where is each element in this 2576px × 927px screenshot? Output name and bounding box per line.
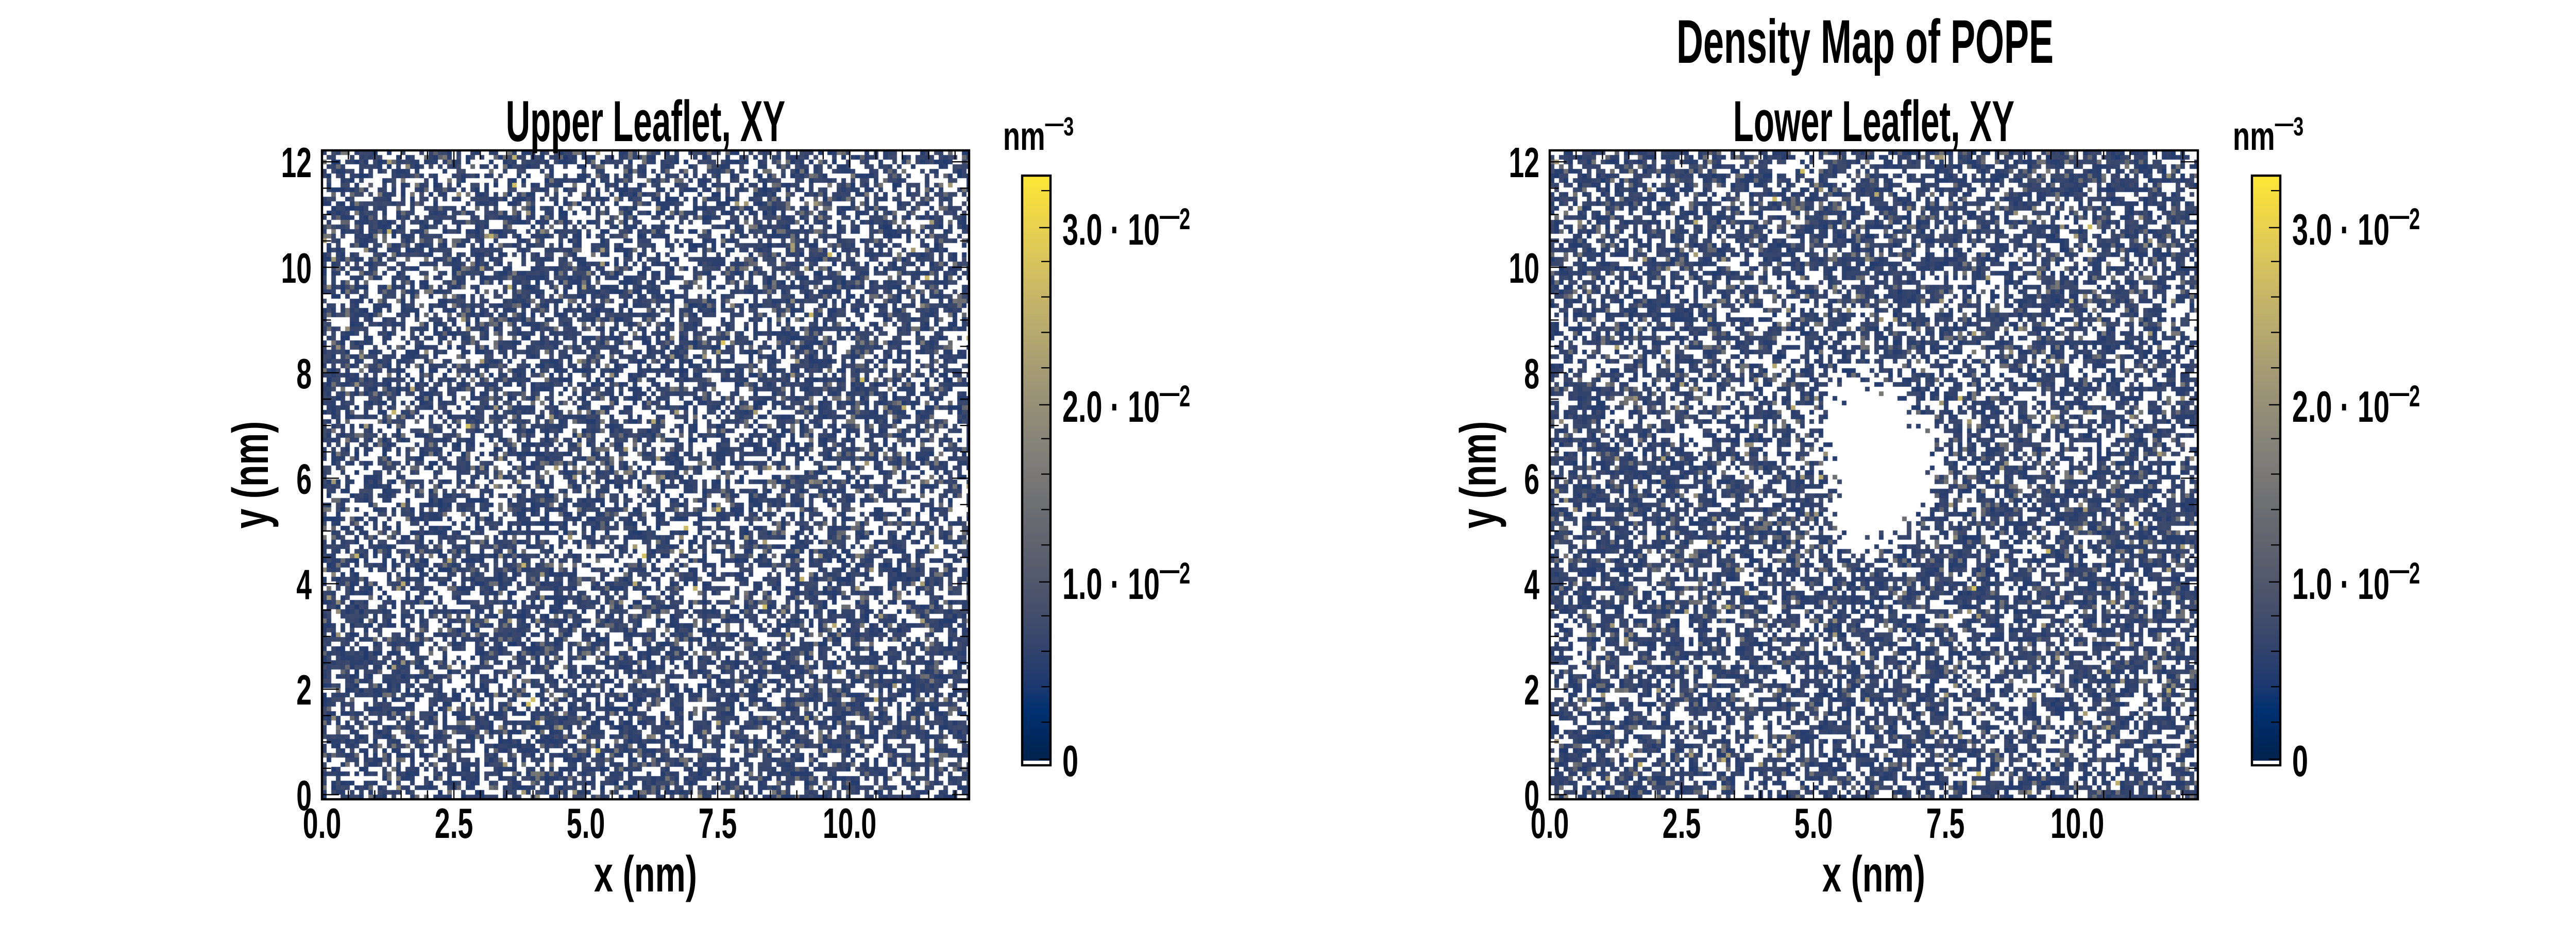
- svg-text:2.0 · 10—2: 2.0 · 10—2: [2292, 376, 2420, 432]
- svg-text:2.0 · 10—2: 2.0 · 10—2: [1062, 376, 1190, 432]
- svg-text:10.0: 10.0: [823, 799, 876, 847]
- svg-text:nm—3: nm—3: [2233, 109, 2303, 159]
- svg-text:10: 10: [281, 244, 312, 292]
- svg-text:6: 6: [1524, 455, 1539, 503]
- svg-text:2: 2: [1524, 666, 1539, 714]
- svg-text:4: 4: [296, 561, 312, 609]
- svg-text:7.5: 7.5: [1926, 799, 1964, 847]
- svg-text:3.0 · 10—2: 3.0 · 10—2: [1062, 199, 1190, 254]
- svg-text:0: 0: [1524, 771, 1539, 819]
- svg-text:0: 0: [296, 771, 312, 819]
- svg-text:12: 12: [281, 139, 312, 186]
- svg-text:2: 2: [296, 666, 312, 714]
- svg-text:5.0: 5.0: [567, 799, 605, 847]
- svg-text:0: 0: [1062, 737, 1078, 786]
- svg-text:Upper Leaflet, XY: Upper Leaflet, XY: [506, 90, 785, 154]
- svg-text:10.0: 10.0: [2050, 799, 2104, 847]
- svg-text:x (nm): x (nm): [594, 846, 697, 902]
- svg-text:x (nm): x (nm): [1822, 846, 1925, 902]
- svg-text:2.5: 2.5: [1663, 799, 1701, 847]
- svg-text:3.0 · 10—2: 3.0 · 10—2: [2292, 199, 2420, 254]
- svg-text:12: 12: [1509, 139, 1539, 186]
- svg-text:4: 4: [1524, 561, 1539, 609]
- svg-text:7.5: 7.5: [699, 799, 737, 847]
- svg-text:0.0: 0.0: [303, 799, 341, 847]
- svg-text:1.0 · 10—2: 1.0 · 10—2: [2292, 554, 2420, 609]
- svg-text:y (nm): y (nm): [223, 421, 279, 529]
- svg-text:8: 8: [1524, 350, 1539, 398]
- svg-text:5.0: 5.0: [1794, 799, 1833, 847]
- svg-text:nm—3: nm—3: [1003, 109, 1074, 159]
- svg-text:10: 10: [1509, 244, 1539, 292]
- svg-text:1.0 · 10—2: 1.0 · 10—2: [1062, 554, 1190, 609]
- svg-text:8: 8: [296, 350, 312, 398]
- svg-text:Density Map of POPE: Density Map of POPE: [1676, 7, 2054, 76]
- svg-text:6: 6: [296, 455, 312, 503]
- svg-text:2.5: 2.5: [435, 799, 473, 847]
- svg-text:0: 0: [2292, 737, 2308, 786]
- svg-text:y (nm): y (nm): [1450, 421, 1507, 529]
- svg-text:0.0: 0.0: [1531, 799, 1569, 847]
- svg-text:Lower Leaflet, XY: Lower Leaflet, XY: [1733, 90, 2014, 154]
